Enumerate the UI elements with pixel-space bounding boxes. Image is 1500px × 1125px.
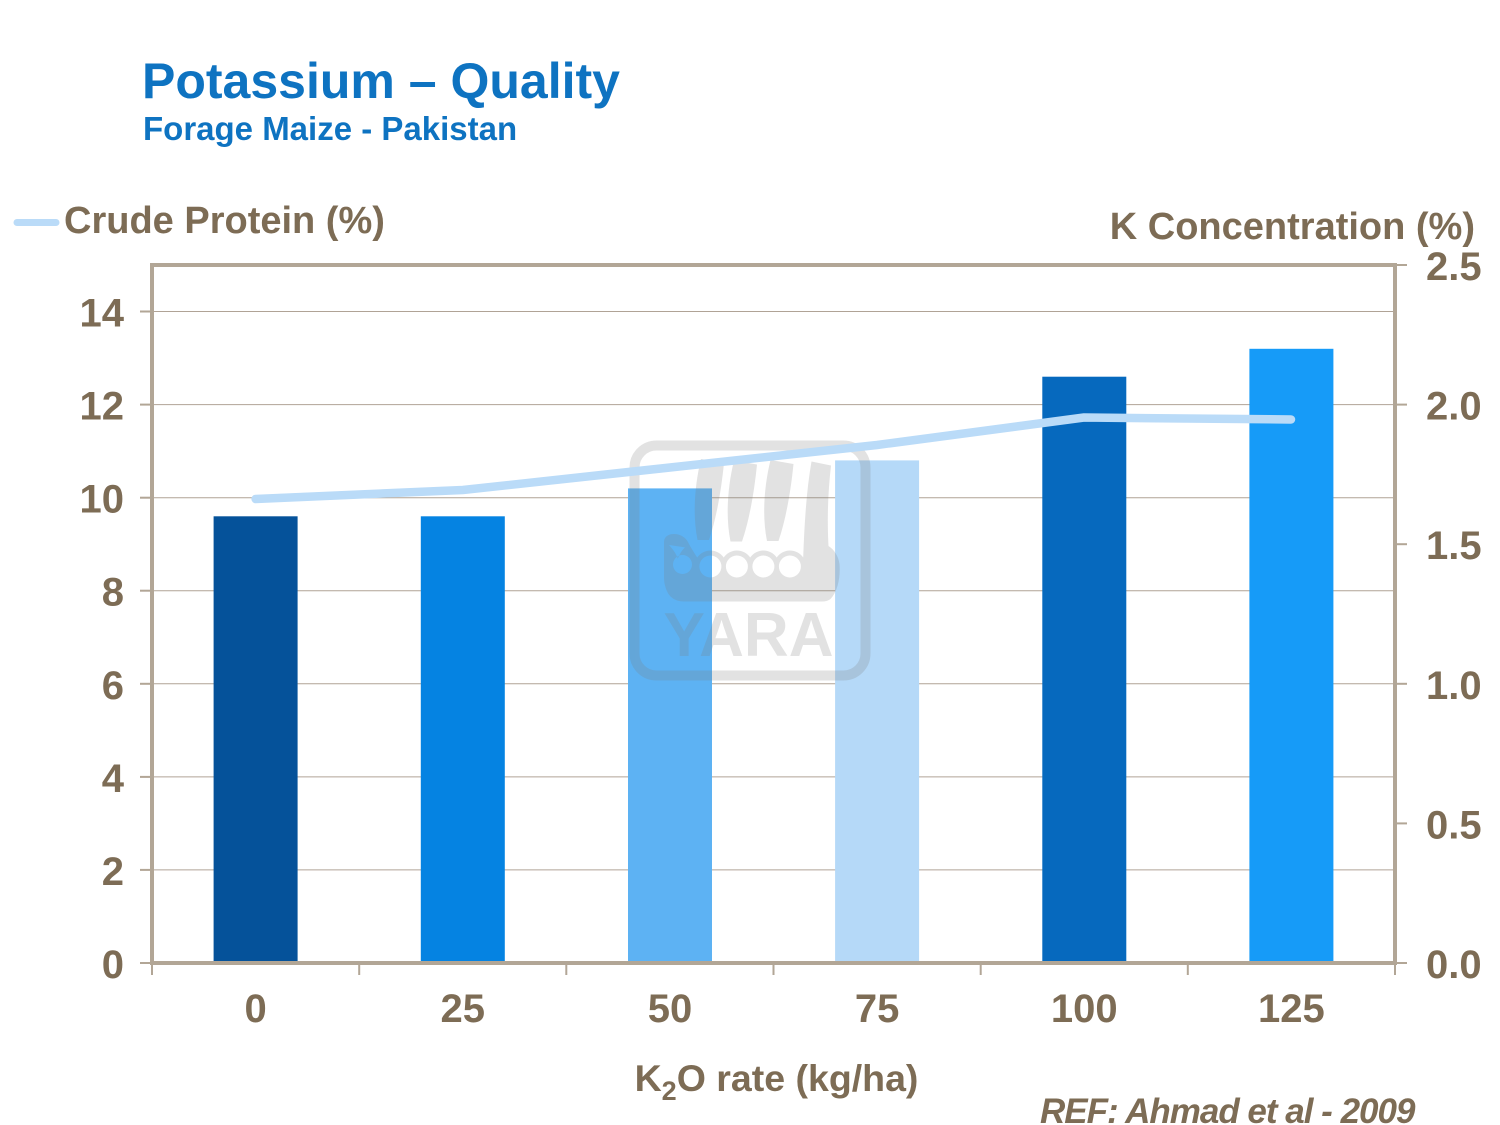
svg-text:K Concentration (%): K Concentration (%) [1110, 206, 1475, 248]
svg-text:125: 125 [1258, 987, 1325, 1031]
svg-text:1.0: 1.0 [1426, 664, 1482, 708]
svg-text:8: 8 [102, 571, 124, 615]
svg-text:Potassium – Quality: Potassium – Quality [142, 53, 620, 109]
svg-text:10: 10 [80, 478, 125, 522]
svg-text:0: 0 [244, 987, 266, 1031]
svg-text:12: 12 [80, 385, 125, 429]
svg-text:0.0: 0.0 [1426, 943, 1482, 987]
svg-text:2.0: 2.0 [1426, 385, 1482, 429]
svg-text:25: 25 [441, 987, 486, 1031]
svg-text:K2O rate (kg/ha): K2O rate (kg/ha) [635, 1057, 919, 1106]
svg-text:50: 50 [648, 987, 693, 1031]
svg-text:6: 6 [102, 664, 124, 708]
svg-text:0: 0 [102, 943, 124, 987]
svg-text:Crude Protein (%): Crude Protein (%) [64, 200, 385, 242]
svg-text:1.5: 1.5 [1426, 524, 1482, 568]
svg-text:14: 14 [80, 292, 125, 336]
svg-text:YARA: YARA [664, 601, 834, 670]
svg-text:100: 100 [1051, 987, 1118, 1031]
svg-text:4: 4 [102, 757, 125, 801]
svg-text:75: 75 [855, 987, 900, 1031]
svg-text:REF: Ahmad et al - 2009: REF: Ahmad et al - 2009 [1040, 1092, 1416, 1125]
svg-text:2.5: 2.5 [1426, 245, 1482, 289]
svg-text:2: 2 [102, 850, 124, 894]
svg-text:Forage Maize - Pakistan: Forage Maize - Pakistan [143, 110, 517, 147]
svg-text:0.5: 0.5 [1426, 803, 1482, 847]
